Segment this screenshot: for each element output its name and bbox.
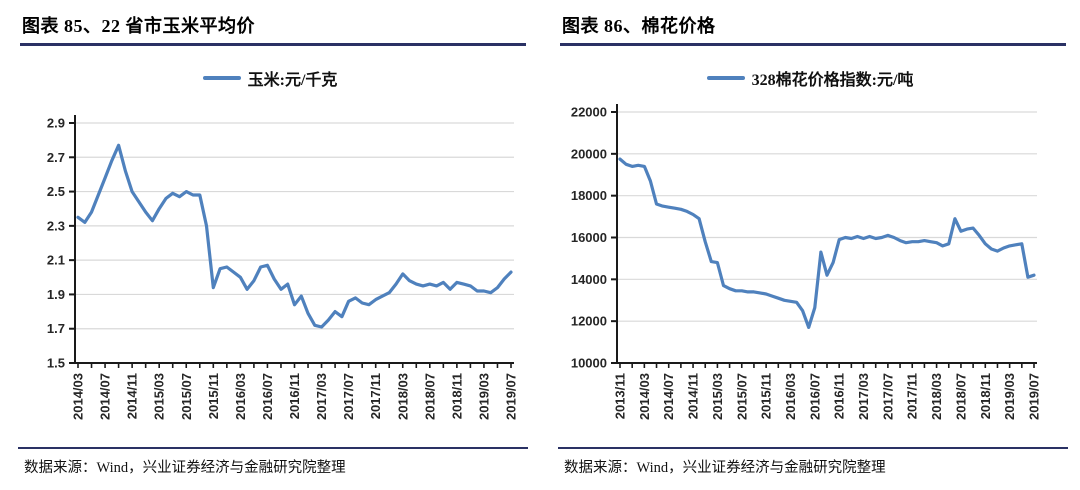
svg-text:2014/03: 2014/03 <box>637 373 652 420</box>
svg-text:2019/07: 2019/07 <box>1027 373 1042 420</box>
corn-price-line-chart: 2.9 2.7 2.5 2.3 2.1 1.9 1.7 1.5 2014/03 2014/07 20… <box>47 115 519 420</box>
svg-text:1.5: 1.5 <box>47 356 65 371</box>
svg-text:10000: 10000 <box>571 356 607 371</box>
svg-text:14000: 14000 <box>571 272 607 287</box>
chart-title-corn: 图表 85、22 省市玉米平均价 <box>22 16 255 36</box>
svg-text:2015/11: 2015/11 <box>206 373 221 419</box>
svg-text:2017/07: 2017/07 <box>341 373 356 420</box>
svg-text:2018/03: 2018/03 <box>395 373 410 420</box>
svg-text:2018/03: 2018/03 <box>929 373 944 420</box>
svg-text:2019/07: 2019/07 <box>504 373 519 420</box>
svg-text:18000: 18000 <box>571 188 607 203</box>
cotton-price-panel: 图表 86、棉花价格 328棉花价格指数:元/吨 22000 20000 18000… <box>540 0 1080 490</box>
source-note-corn: 数据来源：Wind，兴业证券经济与金融研究院整理 <box>24 460 346 476</box>
chart-area-cotton: 22000 20000 18000 16000 14000 12000 10000 2013/… <box>540 93 1080 447</box>
svg-text:2018/07: 2018/07 <box>422 373 437 420</box>
svg-text:2.9: 2.9 <box>47 116 65 131</box>
corn-price-panel: 图表 85、22 省市玉米平均价 玉米:元/千克 2.9 2.7 2.5 2.3 2.1… <box>0 10 540 477</box>
cotton-price-line-chart: 22000 20000 18000 16000 14000 12000 10000 2013/… <box>571 104 1042 420</box>
legend-corn: 玉米:元/千克 <box>0 67 540 89</box>
svg-text:2014/07: 2014/07 <box>661 373 676 420</box>
svg-text:2.5: 2.5 <box>47 184 65 199</box>
svg-text:2.7: 2.7 <box>47 150 65 165</box>
svg-text:20000: 20000 <box>571 146 607 161</box>
svg-text:12000: 12000 <box>571 314 607 329</box>
svg-text:2016/11: 2016/11 <box>832 373 847 419</box>
svg-text:2015/07: 2015/07 <box>734 373 749 420</box>
svg-text:22000: 22000 <box>571 105 607 120</box>
svg-text:2015/03: 2015/03 <box>152 373 167 420</box>
svg-text:2014/11: 2014/11 <box>125 373 140 419</box>
legend-line-icon <box>706 76 745 80</box>
svg-text:2017/03: 2017/03 <box>856 373 871 420</box>
svg-text:2016/03: 2016/03 <box>233 373 248 420</box>
svg-text:2016/07: 2016/07 <box>260 373 275 420</box>
svg-text:2015/07: 2015/07 <box>179 373 194 420</box>
legend-cotton: 328棉花价格指数:元/吨 <box>540 67 1080 89</box>
svg-text:2014/03: 2014/03 <box>71 373 86 420</box>
svg-text:2019/03: 2019/03 <box>1002 373 1017 420</box>
chart-area-corn: 2.9 2.7 2.5 2.3 2.1 1.9 1.7 1.5 2014/03 2014/07 20… <box>0 93 540 447</box>
panel-header: 图表 86、棉花价格 <box>560 10 1066 46</box>
svg-text:2017/07: 2017/07 <box>880 373 895 420</box>
svg-text:1.9: 1.9 <box>47 287 65 302</box>
svg-text:2.1: 2.1 <box>47 253 65 268</box>
source-note-cotton: 数据来源：Wind，兴业证券经济与金融研究院整理 <box>564 460 886 476</box>
svg-text:2016/03: 2016/03 <box>783 373 798 420</box>
svg-text:16000: 16000 <box>571 230 607 245</box>
svg-text:2017/03: 2017/03 <box>314 373 329 420</box>
svg-text:2018/11: 2018/11 <box>449 373 464 419</box>
chart-title-cotton: 图表 86、棉花价格 <box>562 16 716 36</box>
panel-footer: 数据来源：Wind，兴业证券经济与金融研究院整理 <box>18 447 528 477</box>
svg-text:2018/11: 2018/11 <box>978 373 993 419</box>
svg-text:2017/11: 2017/11 <box>368 373 383 419</box>
legend-label-corn: 玉米:元/千克 <box>247 72 338 89</box>
svg-text:1.7: 1.7 <box>47 321 65 336</box>
svg-text:2014/11: 2014/11 <box>686 373 701 419</box>
panel-footer: 数据来源：Wind，兴业证券经济与金融研究院整理 <box>558 447 1068 477</box>
svg-text:2014/07: 2014/07 <box>98 373 113 420</box>
svg-text:2016/07: 2016/07 <box>807 373 822 420</box>
svg-text:2019/03: 2019/03 <box>476 373 491 420</box>
legend-label-cotton: 328棉花价格指数:元/吨 <box>751 72 914 89</box>
svg-text:2017/11: 2017/11 <box>905 373 920 419</box>
svg-text:2.3: 2.3 <box>47 218 65 233</box>
svg-text:2016/11: 2016/11 <box>287 373 302 419</box>
legend-line-icon <box>202 76 241 80</box>
svg-text:2015/11: 2015/11 <box>759 373 774 419</box>
svg-text:2013/11: 2013/11 <box>613 373 628 419</box>
panel-header: 图表 85、22 省市玉米平均价 <box>20 10 526 46</box>
svg-text:2015/03: 2015/03 <box>710 373 725 420</box>
svg-text:2018/07: 2018/07 <box>953 373 968 420</box>
